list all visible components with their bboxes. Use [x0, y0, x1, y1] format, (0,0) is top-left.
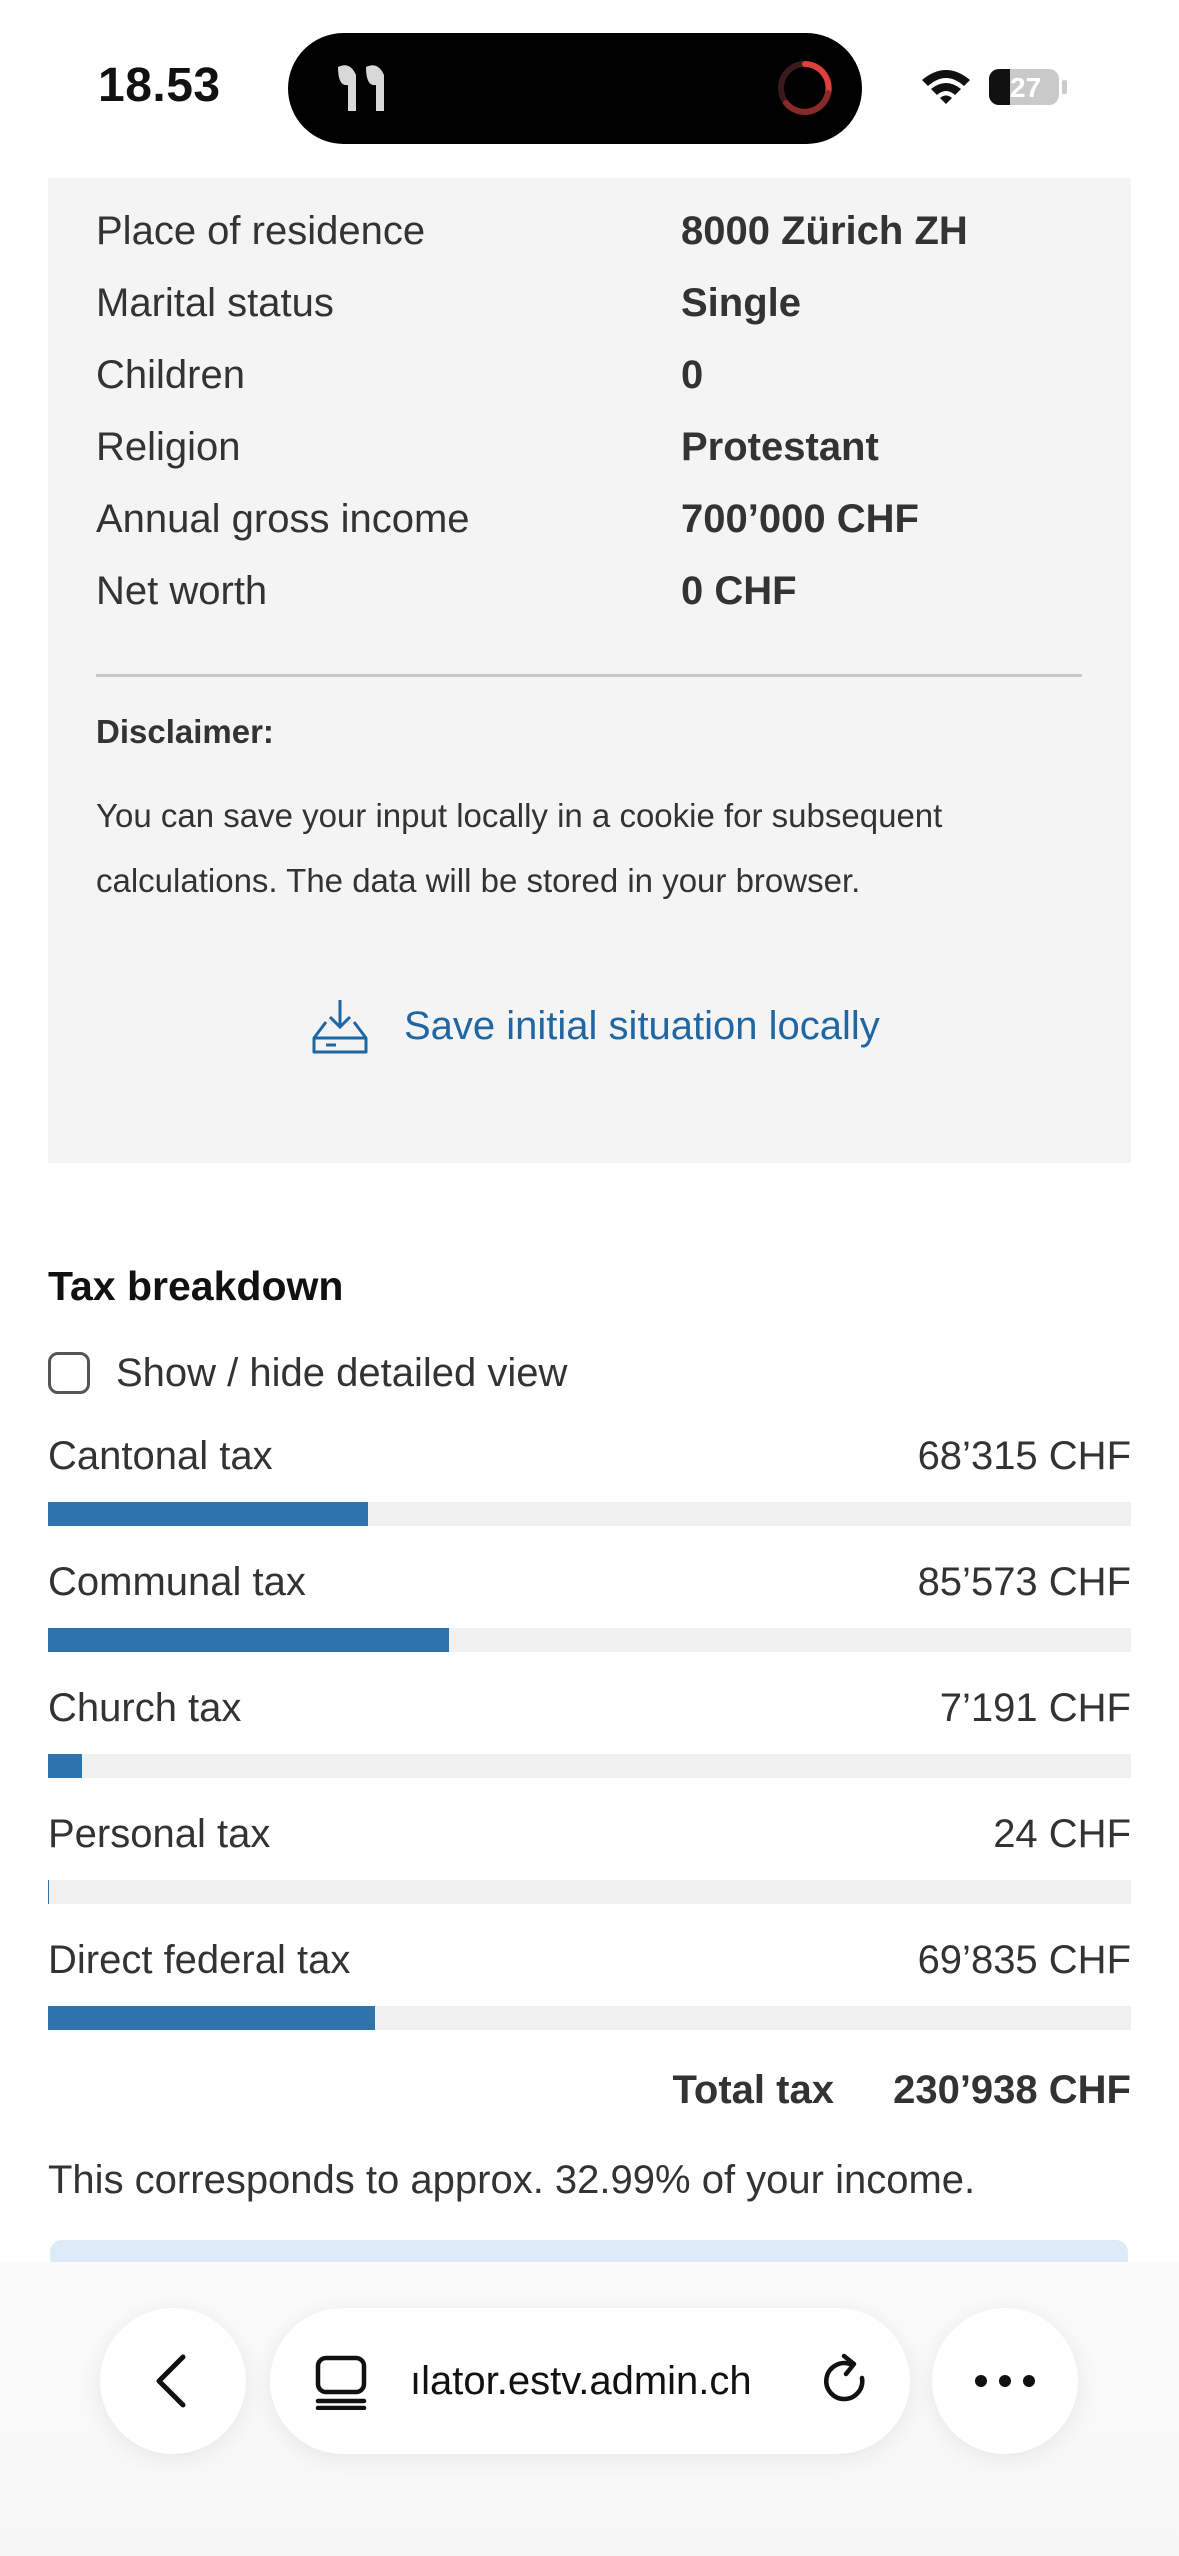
- battery-icon: [989, 69, 1067, 105]
- initial-situation-card: Place of residence 8000 Zürich ZH Marita…: [48, 178, 1131, 1163]
- summary-row-residence: Place of residence 8000 Zürich ZH: [96, 201, 1086, 261]
- tax-bar-track: [48, 1754, 1131, 1778]
- total-tax-label: Total tax: [672, 2068, 834, 2112]
- reload-icon[interactable]: [816, 2352, 874, 2410]
- summary-label: Religion: [96, 425, 241, 469]
- summary-value: Protestant: [681, 425, 879, 469]
- summary-label: Marital status: [96, 281, 334, 325]
- tax-amount: 7’191 CHF: [939, 1686, 1131, 1730]
- divider: [96, 674, 1082, 677]
- save-locally-label: Save initial situation locally: [404, 1003, 880, 1048]
- tax-amount: 85’573 CHF: [917, 1560, 1131, 1604]
- info-box-top: [50, 2240, 1128, 2262]
- summary-value: 8000 Zürich ZH: [681, 209, 968, 253]
- detailed-view-label: Show / hide detailed view: [116, 1350, 568, 1395]
- status-bar: 18.53 27: [0, 0, 1179, 170]
- summary-row-marital-status: Marital status Single: [96, 273, 1086, 333]
- summary-value: 700’000 CHF: [681, 497, 919, 541]
- summary-label: Children: [96, 353, 245, 397]
- income-percentage-note: This corresponds to approx. 32.99% of yo…: [48, 2158, 976, 2202]
- back-button[interactable]: [100, 2308, 246, 2454]
- tax-bar-fill: [48, 2006, 376, 2030]
- summary-row-children: Children 0: [96, 345, 1086, 405]
- address-bar[interactable]: ılator.estv.admin.ch: [270, 2308, 910, 2454]
- summary-value: 0: [681, 353, 704, 397]
- tax-name: Personal tax: [48, 1812, 271, 1856]
- tax-amount: 24 CHF: [993, 1812, 1131, 1856]
- activity-ring-icon: [778, 61, 832, 115]
- tax-name: Cantonal tax: [48, 1434, 273, 1478]
- detailed-view-toggle[interactable]: Show / hide detailed view: [48, 1343, 567, 1403]
- tabs-icon[interactable]: [314, 2354, 368, 2410]
- chevron-left-icon: [156, 2354, 186, 2408]
- disclaimer-title: Disclaimer:: [96, 713, 274, 750]
- airpods-icon: [338, 65, 384, 111]
- status-time: 18.53: [98, 59, 221, 112]
- detailed-view-checkbox[interactable]: [48, 1352, 90, 1394]
- tax-amount: 69’835 CHF: [917, 1938, 1131, 1982]
- total-tax-value: 230’938 CHF: [893, 2068, 1131, 2112]
- summary-value: 0 CHF: [681, 569, 797, 613]
- wifi-icon: [922, 70, 970, 104]
- more-options-button[interactable]: [932, 2308, 1078, 2454]
- tax-item-church: Church tax 7’191 CHF: [48, 1678, 1131, 1788]
- tax-item-communal: Communal tax 85’573 CHF: [48, 1552, 1131, 1662]
- tax-bar-track: [48, 1880, 1131, 1904]
- total-tax-row: Total tax 230’938 CHF: [672, 2060, 1131, 2120]
- tax-bar-track: [48, 1502, 1131, 1526]
- battery-indicator: 27: [988, 68, 1068, 106]
- tax-amount: 68’315 CHF: [917, 1434, 1131, 1478]
- tax-bar-fill: [48, 1628, 450, 1652]
- more-dots-icon: [975, 2375, 1035, 2387]
- disclaimer-text: You can save your input locally in a coo…: [96, 797, 943, 899]
- tax-name: Direct federal tax: [48, 1938, 351, 1982]
- tax-bar-track: [48, 1628, 1131, 1652]
- url-text[interactable]: ılator.estv.admin.ch: [410, 2359, 752, 2403]
- tax-bar-fill: [48, 1502, 369, 1526]
- tax-item-cantonal: Cantonal tax 68’315 CHF: [48, 1426, 1131, 1536]
- summary-value: Single: [681, 281, 802, 325]
- summary-label: Annual gross income: [96, 497, 470, 541]
- tax-bar-track: [48, 2006, 1131, 2030]
- tax-item-federal: Direct federal tax 69’835 CHF: [48, 1930, 1131, 2040]
- save-locally-button[interactable]: Save initial situation locally: [310, 991, 880, 1061]
- tax-bar-fill: [48, 1754, 82, 1778]
- summary-label: Net worth: [96, 569, 268, 613]
- tax-name: Church tax: [48, 1686, 242, 1730]
- tax-breakdown-title: Tax breakdown: [48, 1263, 344, 1309]
- tax-name: Communal tax: [48, 1560, 306, 1604]
- tax-item-personal: Personal tax 24 CHF: [48, 1804, 1131, 1914]
- summary-row-religion: Religion Protestant: [96, 417, 1086, 477]
- summary-row-net-worth: Net worth 0 CHF: [96, 561, 1086, 621]
- battery-level: 27: [1010, 72, 1042, 103]
- summary-row-income: Annual gross income 700’000 CHF: [96, 489, 1086, 549]
- dynamic-island: [288, 33, 862, 144]
- summary-label: Place of residence: [96, 209, 426, 253]
- download-tray-icon: [312, 1000, 368, 1054]
